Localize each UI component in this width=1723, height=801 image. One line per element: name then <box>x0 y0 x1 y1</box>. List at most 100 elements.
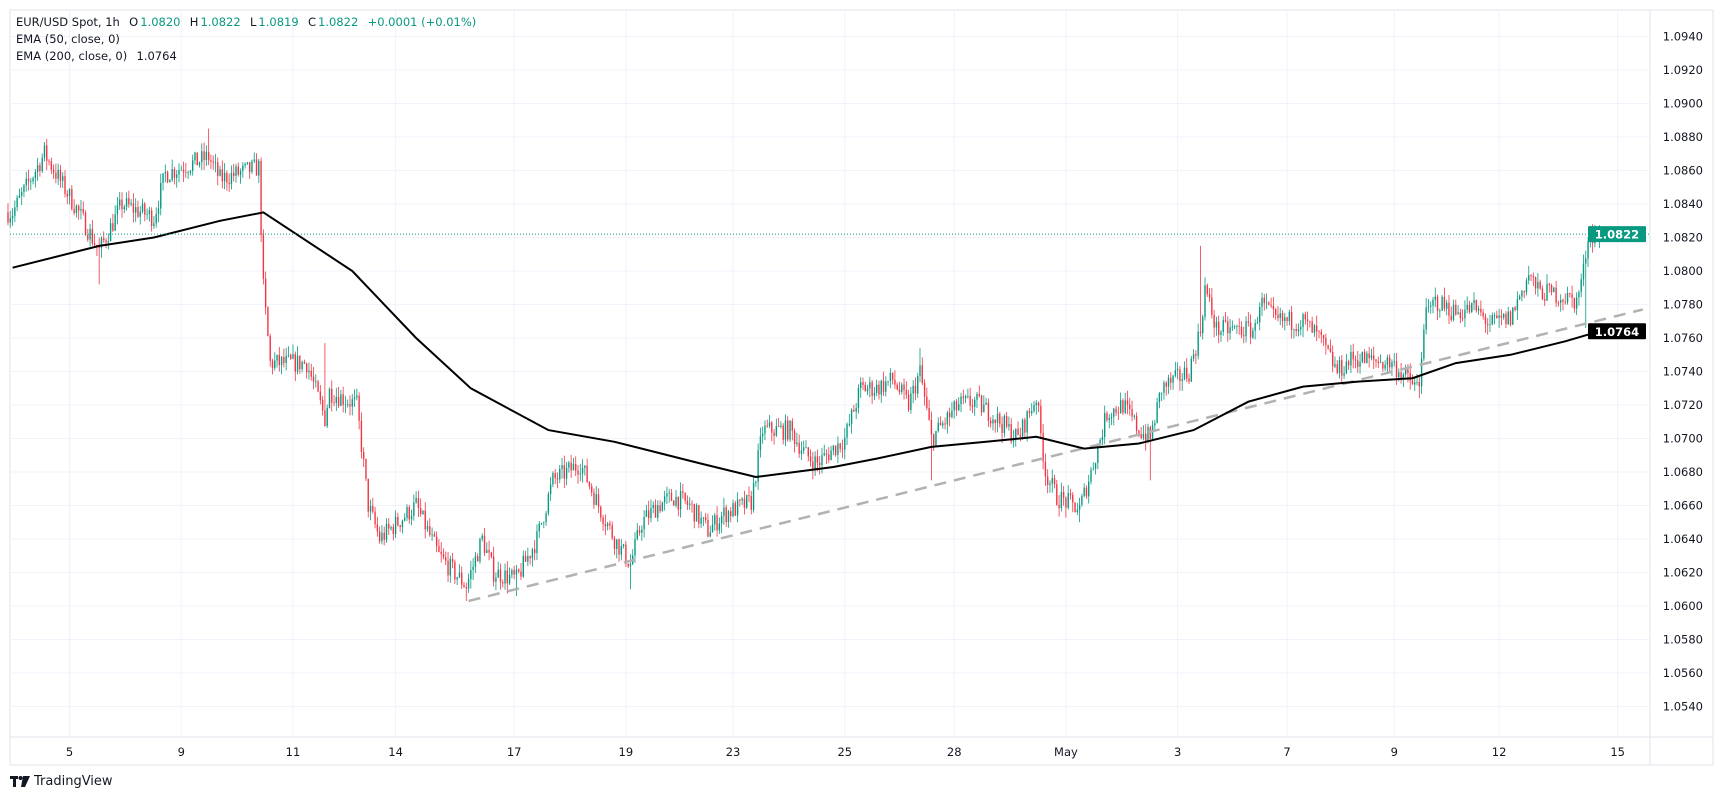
candle-body <box>1475 300 1478 311</box>
candle-body <box>1284 317 1286 322</box>
candle <box>303 359 306 365</box>
price-tick-label: 1.0720 <box>1663 398 1703 412</box>
candle <box>1220 329 1222 342</box>
candle-body <box>978 394 980 396</box>
candle-body <box>559 469 561 480</box>
candle-body <box>207 151 210 161</box>
candle-body <box>1176 369 1179 371</box>
candle <box>294 351 296 382</box>
candle <box>388 518 390 535</box>
candle <box>1243 326 1245 344</box>
symbol-label[interactable]: EUR/USD Spot, 1h <box>16 15 120 29</box>
candle <box>793 428 796 453</box>
time-tick-label: 3 <box>1174 745 1181 759</box>
candle-body <box>1213 314 1215 328</box>
candle <box>663 490 666 511</box>
ema200-legend[interactable]: EMA (200, close, 0) 1.0764 <box>16 48 478 65</box>
candle-body <box>16 197 18 208</box>
candle-body <box>1154 423 1156 426</box>
candle <box>547 491 550 516</box>
candle <box>1183 361 1186 381</box>
candle-body <box>290 354 292 359</box>
candle-body <box>1493 315 1496 317</box>
candle-body <box>1195 354 1197 356</box>
candle <box>702 516 705 527</box>
candle <box>189 169 192 176</box>
candle <box>269 333 271 367</box>
candle <box>832 444 835 456</box>
candle-body <box>153 223 155 226</box>
candle-body <box>1108 418 1110 421</box>
tradingview-logo[interactable]: TradingView <box>10 774 113 789</box>
candle-body <box>59 169 62 181</box>
candle <box>1049 480 1051 493</box>
candle <box>48 159 50 166</box>
candle-body <box>1003 416 1006 433</box>
candle <box>1069 488 1072 500</box>
candle <box>1354 355 1357 369</box>
candle-body <box>32 178 34 182</box>
candle <box>739 498 741 507</box>
candle <box>939 416 942 426</box>
candle-body <box>1106 413 1108 421</box>
candle <box>730 507 732 523</box>
candle-body <box>527 556 529 562</box>
candle <box>196 152 198 166</box>
candle <box>210 154 212 169</box>
candle-body <box>189 170 192 173</box>
candle <box>543 521 545 529</box>
candle <box>413 494 415 521</box>
candle <box>1313 324 1316 337</box>
candle-body <box>461 572 463 585</box>
candle <box>1512 307 1514 325</box>
candle <box>1493 312 1496 325</box>
candle-body <box>11 215 14 219</box>
candle <box>1227 316 1229 342</box>
candle <box>704 512 707 524</box>
candle-body <box>935 431 937 446</box>
candle-body <box>518 569 520 572</box>
candle-body <box>1206 285 1208 295</box>
candle <box>191 154 194 176</box>
candle <box>1382 361 1384 372</box>
candle-body <box>1158 392 1161 403</box>
candle-body <box>1247 321 1250 323</box>
candle-body <box>807 447 809 457</box>
candle-body <box>1336 364 1338 373</box>
candle <box>1147 423 1149 444</box>
candle-body <box>121 199 123 210</box>
candle <box>695 503 698 522</box>
candle <box>903 378 905 400</box>
candle <box>264 271 267 315</box>
candle <box>144 201 146 222</box>
candle <box>1017 421 1019 436</box>
candle-body <box>91 228 94 244</box>
candle <box>1477 305 1480 315</box>
candle-body <box>1461 317 1464 319</box>
candle-body <box>1265 302 1268 304</box>
candle-body <box>463 584 465 588</box>
candle-body <box>84 212 87 236</box>
candle <box>645 504 648 518</box>
candle <box>30 178 32 190</box>
candle-body <box>492 556 495 582</box>
candle-body <box>818 462 821 466</box>
candle-body <box>404 517 406 521</box>
candle-body <box>1115 408 1117 413</box>
candle <box>1557 300 1560 307</box>
candle <box>1053 474 1056 489</box>
ema50-legend[interactable]: EMA (50, close, 0) <box>16 31 478 48</box>
candle-body <box>30 181 32 183</box>
candle-body <box>50 161 53 170</box>
candle-body <box>1040 405 1042 434</box>
candle-body <box>750 495 752 510</box>
candle <box>278 347 281 372</box>
candle-body <box>1133 415 1136 417</box>
time-tick-label: 14 <box>388 745 403 759</box>
candle <box>850 408 853 434</box>
candle <box>586 458 588 483</box>
candle <box>472 558 474 580</box>
candle <box>1008 416 1010 431</box>
candle-body <box>1550 284 1553 293</box>
